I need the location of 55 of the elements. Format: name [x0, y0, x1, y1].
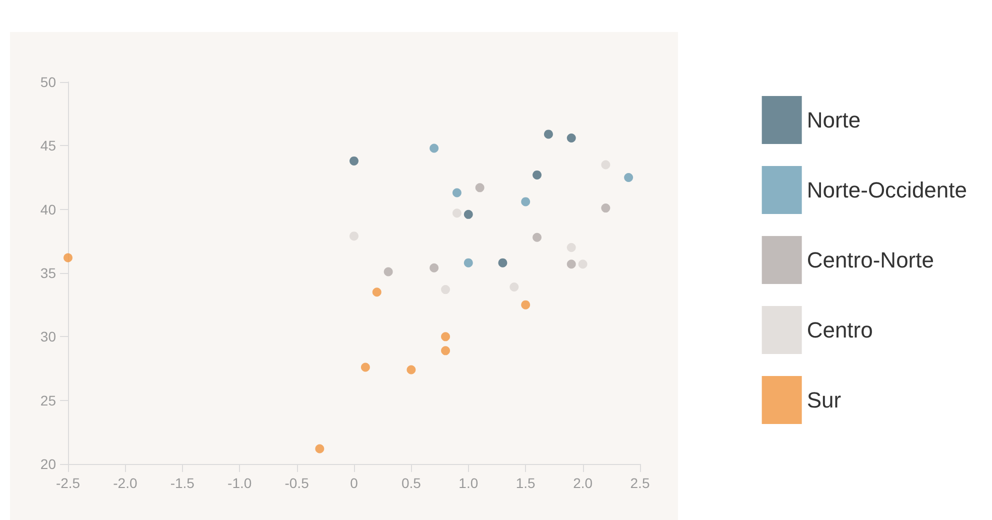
y-tick-label: 50 — [40, 74, 56, 90]
y-tick-label: 30 — [40, 328, 56, 345]
y-tick-label: 45 — [40, 138, 56, 154]
point — [532, 232, 542, 242]
point — [624, 173, 634, 182]
point — [521, 197, 530, 206]
legend-label: Norte-Occidente — [806, 178, 968, 202]
point — [350, 232, 358, 241]
point — [475, 183, 484, 192]
legend-label: Sur — [806, 388, 842, 412]
x-tick-label: -2.5 — [56, 475, 80, 491]
point — [544, 130, 553, 139]
y-tick-label: 20 — [40, 456, 56, 472]
x-tick-label: 1.5 — [516, 475, 536, 491]
point — [430, 144, 439, 153]
x-tick-label: 0 — [350, 475, 358, 491]
legend-label: Centro-Norte — [806, 248, 934, 272]
x-tick-label: 1.0 — [458, 475, 478, 491]
y-tick-label: 35 — [40, 265, 56, 281]
point — [360, 362, 370, 372]
point — [566, 260, 576, 269]
point — [430, 263, 439, 272]
x-tick-label: 2.5 — [630, 475, 650, 491]
legend-label: Centro — [806, 318, 873, 342]
point — [521, 300, 530, 310]
x-tick-label: 2.0 — [573, 475, 593, 491]
x-tick-label: -1.0 — [228, 475, 252, 491]
legend-label: Norte — [806, 108, 861, 132]
point — [452, 188, 462, 198]
x-tick-label: -1.5 — [170, 475, 195, 491]
point — [441, 285, 450, 294]
point — [464, 210, 473, 219]
point — [532, 170, 542, 180]
point — [350, 156, 358, 166]
point — [452, 208, 462, 218]
point — [64, 253, 72, 262]
point — [601, 204, 610, 213]
point — [566, 243, 576, 252]
point — [510, 282, 519, 292]
point — [578, 260, 588, 269]
point — [566, 134, 576, 143]
point — [441, 332, 450, 342]
x-tick-label: 0.5 — [401, 475, 422, 491]
point — [406, 365, 416, 374]
x-tick-label: -0.5 — [284, 475, 310, 491]
point — [498, 258, 508, 268]
y-tick-label: 25 — [40, 392, 56, 408]
point — [315, 444, 324, 454]
point — [384, 267, 393, 276]
point — [601, 160, 610, 170]
point — [441, 346, 450, 356]
point — [464, 258, 473, 268]
y-tick-label: 40 — [40, 201, 56, 218]
x-tick-label: -2.0 — [113, 475, 138, 491]
point — [372, 288, 382, 297]
